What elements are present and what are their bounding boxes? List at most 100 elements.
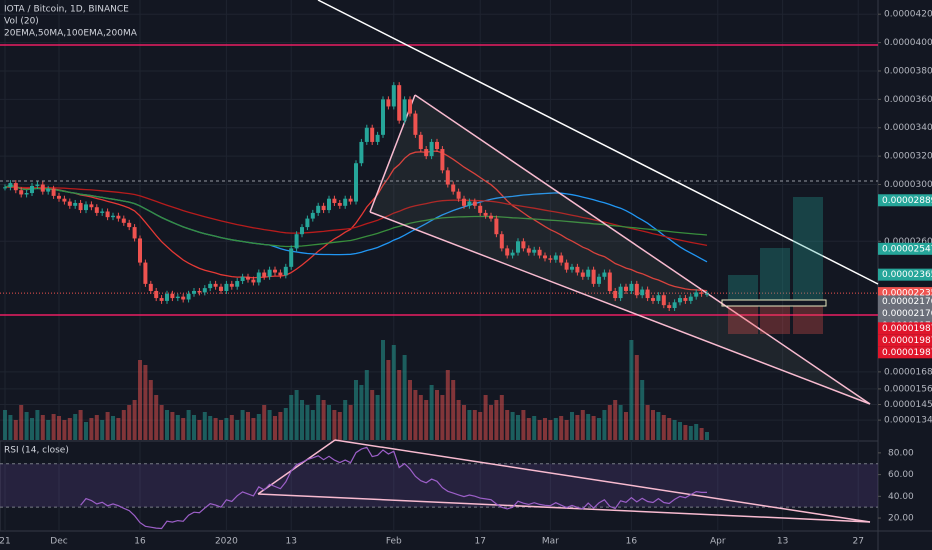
candle-body xyxy=(197,290,202,293)
rsi-tick-label: 20.00 xyxy=(888,514,914,524)
volume-bar xyxy=(472,410,477,440)
candle-body xyxy=(618,286,623,299)
x-tick-label: 2020 xyxy=(215,537,238,547)
target-zone xyxy=(728,275,758,300)
volume-bar xyxy=(678,422,682,440)
volume-bar xyxy=(273,416,277,440)
price-label: 0.00002235 xyxy=(882,289,932,299)
y-tick-label: 0.00001340 xyxy=(884,416,932,426)
volume-bar xyxy=(67,418,72,440)
candle-body xyxy=(391,85,396,107)
volume-bar xyxy=(451,380,456,440)
candle-body xyxy=(105,211,110,218)
candle-body xyxy=(381,99,385,135)
volume-bar xyxy=(224,418,229,440)
volume-bar xyxy=(181,418,186,440)
volume-bar xyxy=(370,390,375,440)
price-label: 0.00002365 xyxy=(882,270,932,280)
volume-bar xyxy=(429,385,434,440)
candle-body xyxy=(510,252,515,256)
candle-body xyxy=(256,272,261,283)
x-tick-label: 13 xyxy=(777,537,788,547)
volume-bar xyxy=(456,400,461,440)
candle-body xyxy=(165,293,169,301)
candle-body xyxy=(19,190,24,195)
volume-bar xyxy=(202,412,207,440)
rsi-band xyxy=(0,463,878,508)
candle-body xyxy=(624,286,628,291)
candle-body xyxy=(602,272,607,277)
volume-bar xyxy=(143,365,148,440)
candle-body xyxy=(148,283,153,291)
candle-body xyxy=(370,127,375,142)
candle-body xyxy=(219,286,223,291)
volume-bar xyxy=(246,412,250,440)
candle-body xyxy=(402,99,407,121)
candle-body xyxy=(678,298,682,303)
candle-body xyxy=(208,283,213,289)
volume-bar xyxy=(94,415,99,440)
volume-bar xyxy=(327,405,331,440)
price-label-box xyxy=(878,295,932,308)
target-zone xyxy=(793,197,823,300)
volume-bar xyxy=(8,415,13,440)
candle-body xyxy=(229,283,234,287)
volume-bar xyxy=(580,410,585,440)
volume-bar xyxy=(84,422,88,440)
candle-body xyxy=(591,269,596,284)
price-label: 0.00002547 xyxy=(882,244,932,254)
candle-body xyxy=(321,205,326,211)
candle-body xyxy=(375,134,380,142)
candle-body xyxy=(154,290,159,299)
candle-body xyxy=(343,198,348,206)
volume-bar xyxy=(159,405,164,440)
rsi-tick-label: 80.00 xyxy=(888,448,914,458)
candle-body xyxy=(327,198,331,211)
volume-bar xyxy=(337,412,342,440)
volume-bar xyxy=(499,395,504,440)
volume-bar xyxy=(381,340,385,440)
candle-body xyxy=(100,211,105,213)
candle-body xyxy=(667,305,672,308)
candle-body xyxy=(688,296,693,301)
candle-body xyxy=(332,198,337,203)
price-label: 0.00002176 xyxy=(882,297,932,307)
price-label: 0.00001987 xyxy=(882,324,932,334)
candle-body xyxy=(564,262,569,270)
volume-bar xyxy=(494,400,499,440)
volume-bar xyxy=(148,380,153,440)
trend-line xyxy=(317,0,879,285)
candle-body xyxy=(170,293,175,299)
candle-body xyxy=(499,234,504,249)
entry-box xyxy=(721,299,827,307)
candle-body xyxy=(224,283,229,291)
candle-body xyxy=(262,272,267,277)
candle-body xyxy=(94,207,99,213)
volume-bar xyxy=(532,416,537,440)
x-tick-label: 27 xyxy=(852,537,863,547)
volume-bar xyxy=(543,418,547,440)
candle-body xyxy=(548,258,553,260)
volume-bar xyxy=(467,410,472,440)
volume-bar xyxy=(418,395,423,440)
x-tick-label: 16 xyxy=(626,537,638,547)
volume-bar xyxy=(251,418,256,440)
candle-body xyxy=(202,288,207,293)
volume-bar xyxy=(375,395,380,440)
volume-bar xyxy=(656,412,661,440)
candle-body xyxy=(651,298,655,301)
volume-bar xyxy=(13,420,18,440)
volume-bar xyxy=(559,416,564,440)
price-label-box xyxy=(878,194,932,207)
volume-bar xyxy=(688,426,693,440)
target-zone xyxy=(760,248,790,300)
candle-body xyxy=(40,184,45,192)
stop-zone xyxy=(793,306,823,334)
candle-body xyxy=(278,272,283,276)
x-tick-label: Mar xyxy=(542,537,559,547)
candle-body xyxy=(672,302,677,308)
volume-bar xyxy=(294,390,299,440)
